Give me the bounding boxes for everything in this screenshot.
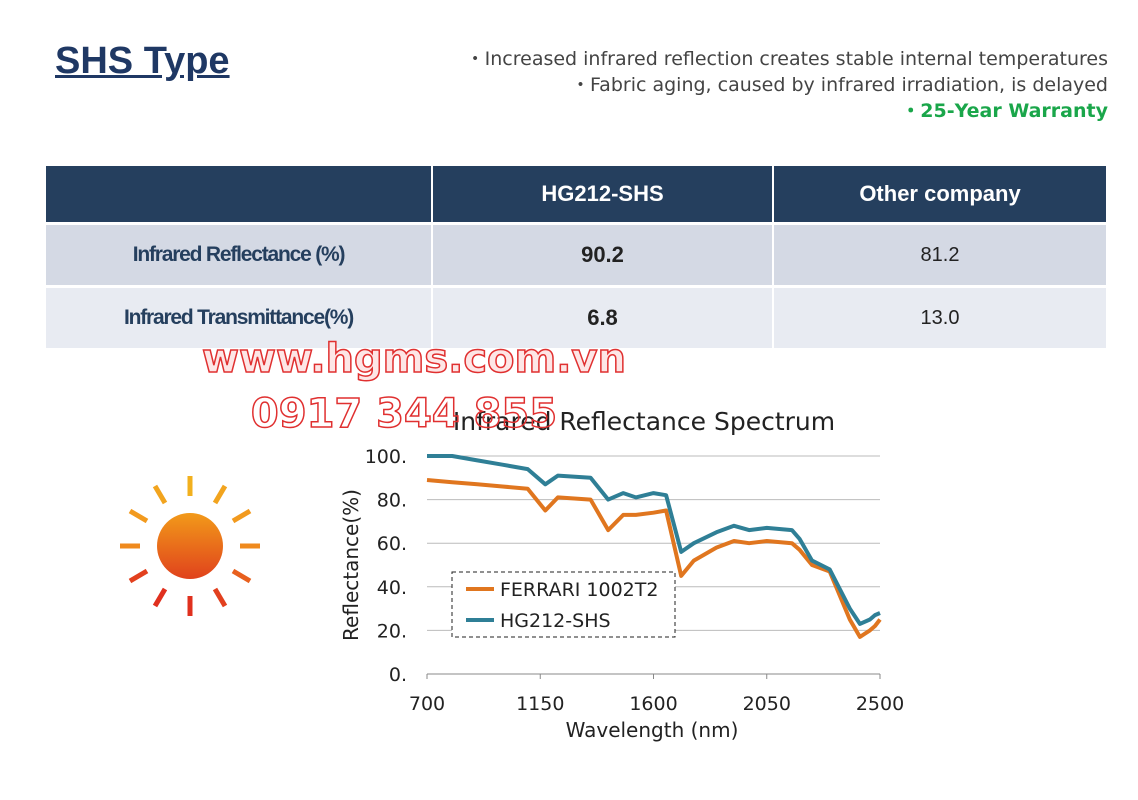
cell: Infrared Transmittance(%) — [46, 285, 432, 348]
y-tick-label: 20. — [377, 620, 407, 642]
series-line — [426, 478, 882, 639]
header-row: HG212-SHS Other company — [46, 166, 1106, 224]
sun-icon — [120, 476, 260, 616]
legend-label: HG212-SHS — [500, 610, 611, 632]
cell: Infrared Reflectance (%) — [46, 222, 432, 287]
x-axis-label: Wavelength (nm) — [566, 718, 739, 742]
cell: 81.2 — [772, 222, 1106, 287]
bullets: ・Increased infrared reflection creates s… — [466, 46, 1108, 124]
y-axis-label: Reflectance(%) — [339, 489, 363, 641]
cell: 90.2 — [431, 222, 773, 287]
header-cell — [46, 166, 432, 224]
watermark: www.hgms.com.vn — [202, 336, 626, 382]
x-tick-label: 2050 — [743, 693, 791, 715]
y-tick-label: 80. — [377, 490, 407, 512]
chart-title: Infrared Reflectance Spectrum — [453, 407, 835, 436]
y-tick-label: 40. — [377, 577, 407, 599]
header-cell: Other company — [772, 166, 1106, 224]
x-tick-label: 2500 — [856, 693, 904, 715]
bullet: ・Increased infrared reflection creates s… — [465, 48, 1108, 70]
page-title: SHS Type — [55, 40, 230, 82]
x-tick-label: 1600 — [629, 693, 677, 715]
bullet: ・Fabric aging, caused by infrared irradi… — [571, 74, 1108, 96]
cell: 6.8 — [431, 285, 773, 348]
watermark: 0917 344 855 — [251, 391, 557, 437]
y-tick-label: 60. — [377, 533, 407, 555]
cell: 13.0 — [772, 285, 1106, 348]
y-tick-label: 100. — [365, 446, 407, 468]
row: Infrared Transmittance(%) 6.8 13.0 — [46, 285, 1106, 348]
row: Infrared Reflectance (%) 90.2 81.2 — [46, 222, 1106, 287]
bullet: ・25-Year Warranty — [901, 100, 1108, 122]
x-tick-label: 1150 — [516, 693, 564, 715]
legend-box — [451, 571, 676, 638]
legend-label: FERRARI 1002T2 — [500, 579, 658, 601]
y-tick-label: 0. — [389, 664, 407, 686]
comparison-table: HG212-SHS Other company Infrared Reflect… — [46, 166, 1106, 348]
x-tick-label: 700 — [409, 693, 445, 715]
series-line — [427, 454, 881, 626]
header-cell: HG212-SHS — [431, 166, 773, 224]
